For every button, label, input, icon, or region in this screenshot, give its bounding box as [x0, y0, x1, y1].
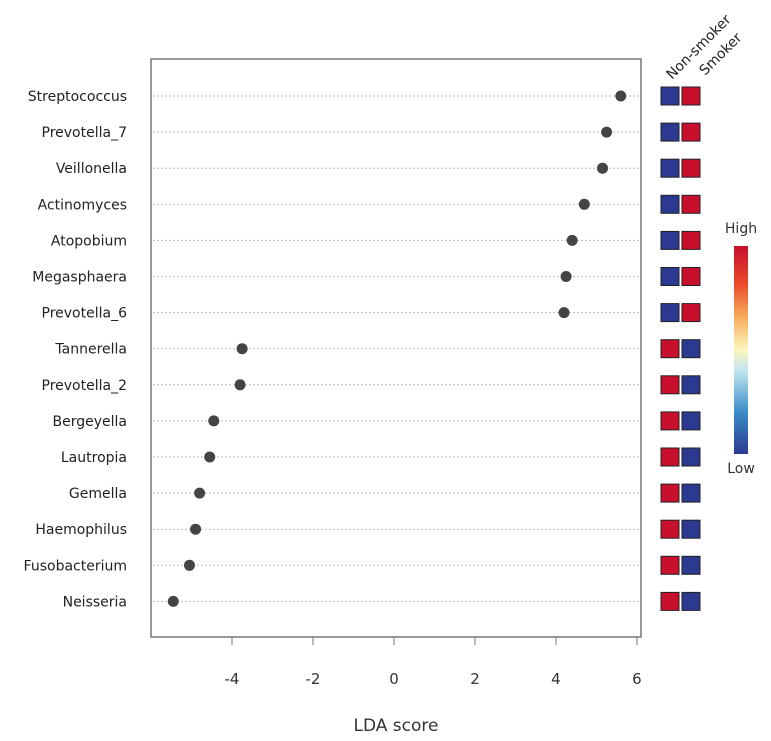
heatmap-cell	[660, 122, 680, 142]
x-tick-label: 0	[389, 670, 399, 688]
data-point	[204, 451, 216, 463]
x-axis-ticks: -4 -2 0 2 4 6	[225, 637, 642, 688]
category-label: Lautropia	[61, 450, 127, 466]
heatmap-column-headers: Non-smoker Smoker	[664, 12, 746, 83]
category-labels: Streptococcus Prevotella_7 Veillonella Acti…	[24, 89, 128, 610]
heatmap-cell	[681, 267, 701, 286]
heatmap-cell	[681, 86, 701, 106]
heatmap-cell	[681, 411, 701, 431]
category-label: Tannerella	[54, 342, 127, 358]
legend-low-label: Low	[727, 461, 755, 477]
x-tick-label: -4	[225, 670, 240, 688]
heatmap-cell	[681, 555, 701, 575]
legend-high-label: High	[725, 221, 757, 237]
heatmap-cell	[660, 339, 680, 359]
abundance-heatmap	[660, 86, 701, 611]
heatmap-cell	[660, 447, 680, 467]
heatmap-cell	[660, 411, 680, 431]
data-point	[190, 523, 202, 535]
heatmap-cell	[681, 230, 701, 250]
category-label: Veillonella	[56, 161, 127, 177]
heatmap-cell	[660, 194, 680, 214]
heatmap-cell	[660, 158, 680, 178]
heatmap-cell	[681, 591, 701, 611]
data-point	[194, 487, 206, 499]
data-point	[601, 126, 613, 138]
heatmap-cell	[681, 303, 701, 323]
heatmap-cell	[660, 375, 680, 395]
heatmap-cell	[681, 158, 701, 178]
heatmap-cell	[681, 519, 701, 539]
data-point	[578, 198, 590, 210]
category-label: Prevotella_6	[42, 306, 128, 322]
data-point	[236, 343, 248, 355]
x-tick-label: -2	[305, 670, 320, 688]
data-point	[597, 162, 609, 174]
category-label: Bergeyella	[53, 414, 127, 430]
data-point	[560, 271, 572, 282]
heatmap-cell	[681, 339, 701, 359]
category-label: Neisseria	[63, 594, 127, 610]
heatmap-cell	[660, 230, 680, 250]
plot-frame	[150, 58, 642, 638]
color-legend: High Low	[725, 221, 757, 477]
data-points	[167, 90, 627, 607]
category-label: Haemophilus	[35, 522, 127, 538]
category-label: Prevotella_7	[42, 125, 127, 141]
heatmap-cell	[681, 447, 701, 467]
heatmap-cell	[681, 122, 701, 142]
heatmap-cell	[660, 483, 680, 503]
data-point	[208, 415, 220, 427]
category-label: Actinomyces	[38, 197, 127, 213]
x-tick-label: 2	[470, 670, 480, 688]
grid-lines	[153, 95, 639, 602]
category-label: Megasphaera	[32, 270, 127, 286]
legend-color-bar	[734, 246, 748, 454]
heatmap-cell	[660, 591, 680, 611]
data-point	[234, 379, 246, 391]
category-label: Atopobium	[51, 233, 127, 249]
data-point	[615, 90, 627, 102]
heatmap-cell	[681, 194, 701, 214]
category-label: Prevotella_2	[42, 378, 127, 394]
data-point	[558, 307, 570, 319]
heatmap-cell	[660, 86, 680, 106]
data-point	[183, 559, 195, 571]
category-label: Streptococcus	[28, 89, 127, 105]
heatmap-cell	[681, 375, 701, 395]
x-tick-label: 4	[551, 670, 561, 688]
data-point	[167, 595, 179, 607]
heatmap-cell	[660, 267, 680, 286]
x-tick-label: 6	[632, 670, 642, 688]
data-point	[566, 234, 578, 246]
heatmap-cell	[681, 483, 701, 503]
heatmap-cell	[660, 555, 680, 575]
x-axis-title: LDA score	[354, 716, 439, 736]
category-label: Gemella	[69, 486, 127, 502]
heatmap-cell	[660, 303, 680, 323]
category-label: Fusobacterium	[24, 558, 127, 574]
heatmap-cell	[660, 519, 680, 539]
